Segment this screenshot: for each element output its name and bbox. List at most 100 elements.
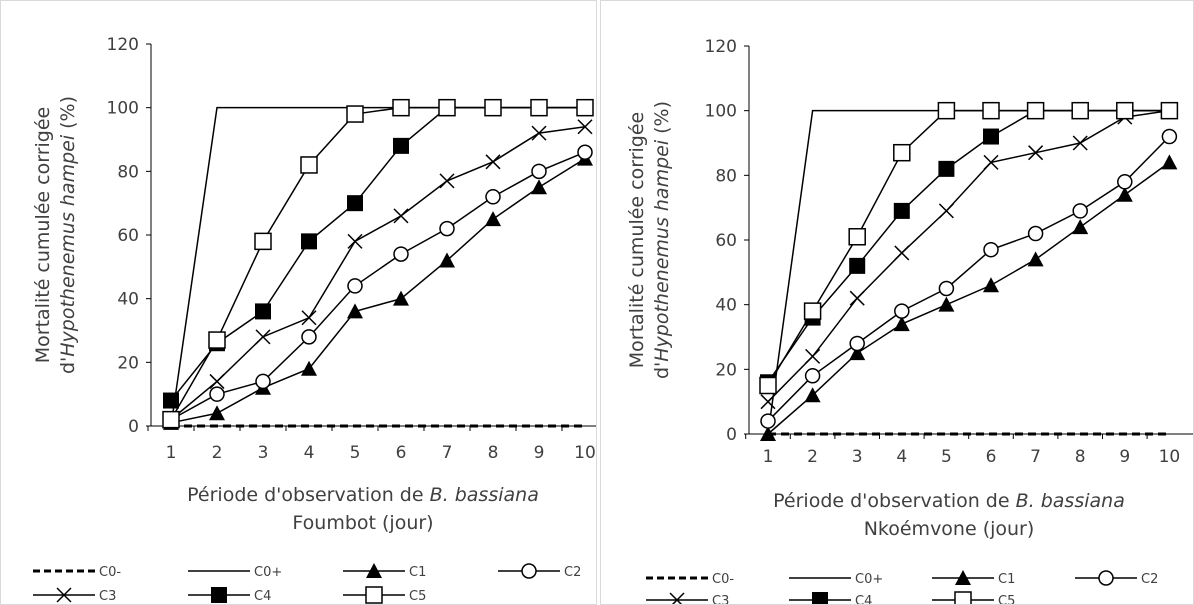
y-axis-title: Mortalité cumulée corrigéed'Hypothenemus… <box>626 101 673 379</box>
legend-item-C0+: C0+ <box>789 572 883 587</box>
legend-item-C0+: C0+ <box>188 565 282 580</box>
legend-marker <box>521 563 537 579</box>
x-tick-label: 5 <box>941 447 952 467</box>
legend-label: C3 <box>99 589 116 604</box>
data-point-C5 <box>1026 101 1045 120</box>
data-point-C5 <box>848 228 866 246</box>
data-point-C4 <box>938 160 955 177</box>
x-tick-label: 7 <box>442 443 453 463</box>
legend-label: C2 <box>1141 572 1158 587</box>
data-point-C5 <box>1071 101 1089 120</box>
data-point-C3 <box>255 329 271 345</box>
legend-marker <box>1098 570 1114 586</box>
series-line-C4 <box>767 109 1170 383</box>
data-point-C1 <box>347 303 363 319</box>
y-tick-label: 0 <box>726 425 737 445</box>
data-point-C1 <box>301 360 317 376</box>
legend-label: C0- <box>99 565 121 580</box>
series-line-C3 <box>767 109 1170 403</box>
y-tick-label: 80 <box>715 166 737 186</box>
data-point-C1 <box>209 405 225 421</box>
data-point-C1 <box>938 296 955 312</box>
chart-panel-foumbot: 0 20 40 60 80 100 120 1 2 3 4 5 6 7 8 9 10 Mortalité cumu… <box>0 0 597 605</box>
legend-marker <box>366 563 382 578</box>
y-axis-title: Mortalité cumulée corrigéed'Hypothenemus… <box>32 96 79 374</box>
data-point-C1 <box>849 345 866 361</box>
data-point-C4 <box>163 392 179 409</box>
data-point-C5 <box>208 331 226 349</box>
data-point-C5 <box>937 101 956 120</box>
series-C2 <box>163 144 593 428</box>
legend-label: C4 <box>855 594 872 605</box>
data-point-C2 <box>760 413 776 429</box>
data-point-C4 <box>255 303 271 320</box>
x-tick-label: 1 <box>166 443 177 463</box>
data-point-C3 <box>577 119 593 135</box>
data-point-C3 <box>1072 135 1088 151</box>
data-point-C3 <box>301 310 317 326</box>
y-tick-label: 120 <box>107 35 139 55</box>
y-tick-label: 60 <box>715 231 737 251</box>
chart-foumbot: 0 20 40 60 80 100 120 1 2 3 4 5 6 7 8 9 10 Mortalité cumu… <box>32 35 596 604</box>
data-point-C2 <box>255 373 271 390</box>
legend-item-C3: C3 <box>33 587 116 604</box>
data-point-C2 <box>531 163 547 180</box>
legend-label: C0+ <box>855 572 883 587</box>
chart-nkoemvone: 0 20 40 60 80 100 120 1 2 3 4 5 6 7 8 9 10 Mortalité cumu… <box>626 37 1193 605</box>
data-point-C2 <box>347 278 363 294</box>
y-tick-label: 0 <box>128 417 139 437</box>
legend-marker <box>955 570 971 585</box>
x-tick-label: 6 <box>396 443 407 463</box>
data-point-C2 <box>894 303 910 319</box>
legend-item-C4: C4 <box>789 592 872 605</box>
legend: C0- C0+ C1 C2 C3 C4 C5 <box>646 570 1158 605</box>
legend: C0- C0+ C1 C2 C3 C4 C5 <box>33 563 581 604</box>
series-line-C1 <box>170 157 586 424</box>
data-point-C1 <box>439 252 455 268</box>
legend-marker <box>365 586 383 604</box>
x-tick-label: 2 <box>212 443 223 463</box>
data-point-C1 <box>531 179 547 195</box>
y-tick-label: 40 <box>117 290 139 310</box>
legend-marker <box>211 587 227 603</box>
legend-item-C4: C4 <box>188 587 271 604</box>
series-C0+ <box>170 106 585 427</box>
x-axis-subtitle: Foumbot (jour) <box>292 512 433 534</box>
legend-marker <box>669 592 685 604</box>
data-point-C5 <box>759 376 777 395</box>
legend-item-C3: C3 <box>646 592 729 605</box>
x-tick-label: 1 <box>763 447 774 467</box>
legend-item-C2: C2 <box>498 563 581 580</box>
y-tick-label: 100 <box>107 99 139 119</box>
legend-item-C0-: C0- <box>646 572 734 587</box>
series-C1 <box>163 150 593 430</box>
data-point-C5 <box>300 156 318 174</box>
data-point-C5 <box>392 98 410 117</box>
x-tick-label: 9 <box>534 443 545 463</box>
data-point-C3 <box>485 154 501 170</box>
data-point-C3 <box>1028 145 1044 161</box>
data-point-C4 <box>893 202 910 219</box>
data-point-C3 <box>849 290 865 306</box>
series-C2 <box>760 128 1178 429</box>
data-point-C5 <box>346 105 364 123</box>
x-tick-label: 4 <box>896 447 907 467</box>
data-point-C4 <box>301 233 317 250</box>
series-line-C5 <box>767 109 1170 386</box>
series-line-C0+ <box>767 109 1170 435</box>
series-C3 <box>760 103 1177 410</box>
data-point-C2 <box>439 220 455 237</box>
x-tick-label: 5 <box>350 443 361 463</box>
x-tick-label: 10 <box>574 443 596 463</box>
legend-label: C3 <box>712 594 729 605</box>
chart-panel-nkoemvone: 0 20 40 60 80 100 120 1 2 3 4 5 6 7 8 9 10 Mortalité cumu… <box>600 0 1194 605</box>
data-point-C2 <box>849 335 865 352</box>
x-tick-label: 8 <box>488 443 499 463</box>
data-point-C2 <box>804 368 821 384</box>
data-point-C2 <box>983 241 999 258</box>
data-point-C5 <box>1160 101 1179 120</box>
x-tick-label: 6 <box>986 447 997 467</box>
y-tick-label: 80 <box>117 162 139 182</box>
series-line-C2 <box>170 151 586 421</box>
data-point-C3 <box>938 203 954 219</box>
